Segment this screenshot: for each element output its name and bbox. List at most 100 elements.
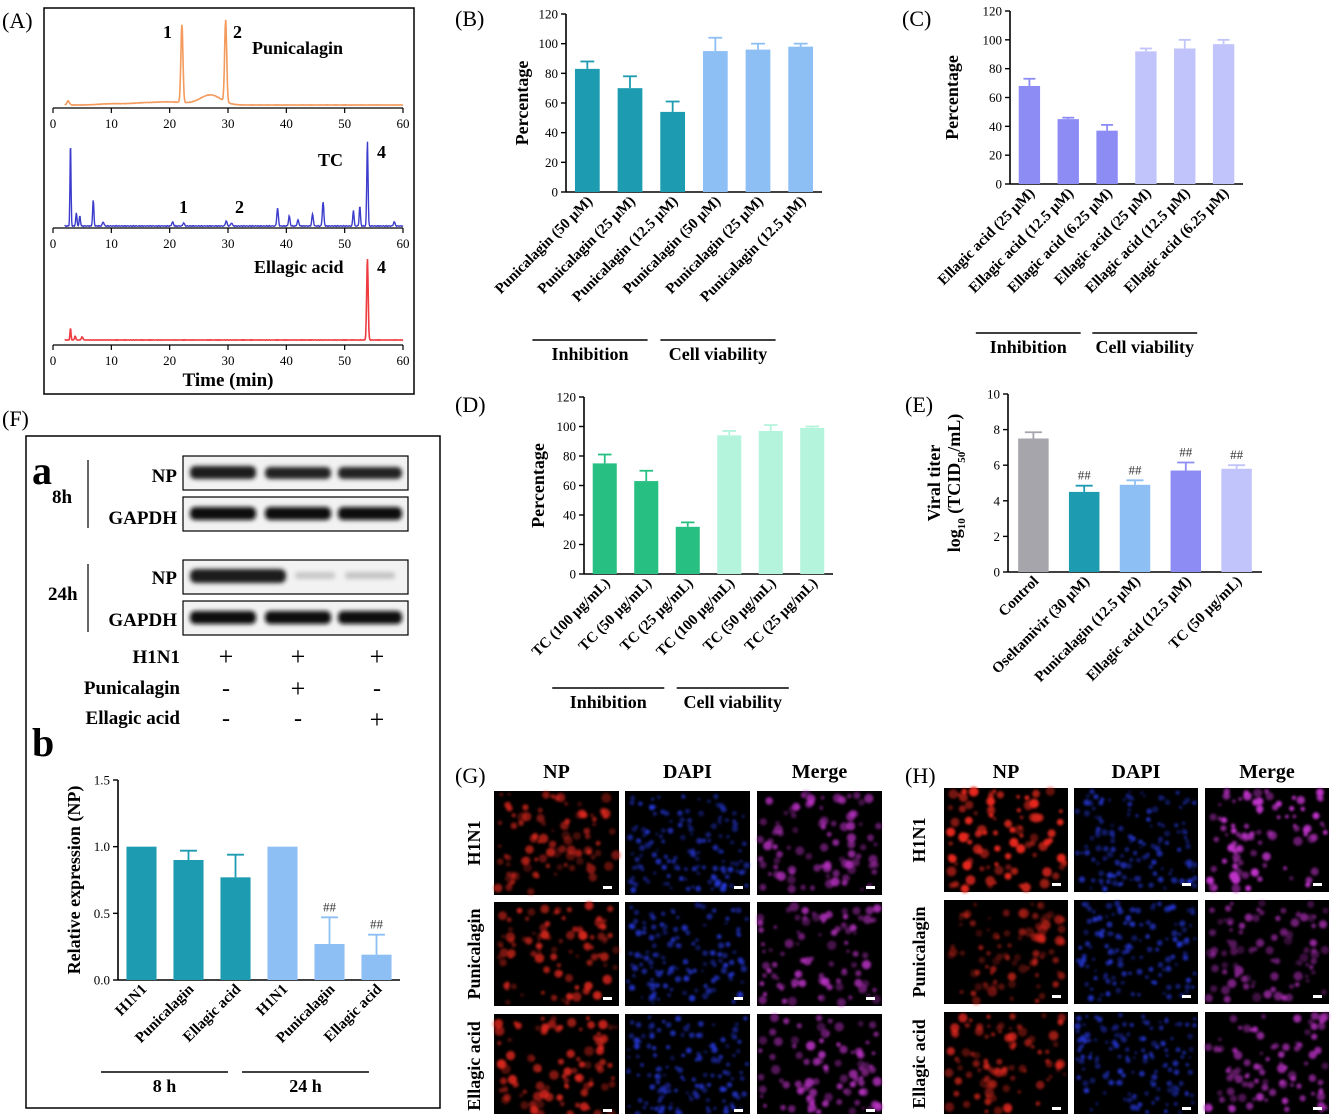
panel-h-letter: (H) xyxy=(905,763,936,788)
bar xyxy=(675,526,700,574)
scale-bar xyxy=(1313,883,1322,886)
a-tick-label: 50 xyxy=(338,353,351,368)
band-gapdh-24h-3 xyxy=(338,611,402,624)
a-tick-label: 20 xyxy=(163,353,176,368)
cells xyxy=(626,1015,749,1117)
cells xyxy=(626,902,749,1005)
a-tick-label: 60 xyxy=(397,353,410,368)
western-blot xyxy=(182,455,409,636)
np-label-24h: NP xyxy=(152,568,178,589)
bar xyxy=(617,88,643,192)
cells xyxy=(493,791,621,896)
band-np-8h-1 xyxy=(190,466,256,479)
scale-bar xyxy=(734,1109,743,1112)
bar xyxy=(634,481,659,574)
y-tick-label: 0 xyxy=(552,185,559,200)
group-label: 8 h xyxy=(153,1076,177,1096)
y-tick-label: 80 xyxy=(545,66,558,81)
chromatogram-punicalagin: 0 10 20 30 40 50 60 1 2 Punicalagin xyxy=(50,19,410,131)
a-tick-label: 10 xyxy=(105,353,118,368)
bar xyxy=(788,46,814,193)
bar xyxy=(314,944,345,980)
y-tick-label: 20 xyxy=(989,148,1002,163)
treatment-ellagic-acid-label: Ellagic acid xyxy=(86,708,181,729)
tc-peak-1-label: 1 xyxy=(179,197,188,217)
y-axis-label: Percentage xyxy=(528,443,548,528)
scale-bar xyxy=(1052,1107,1061,1110)
subpanel-a-letter: a xyxy=(32,448,52,493)
cells xyxy=(1074,789,1198,892)
significance-label: ## xyxy=(1078,468,1092,483)
sign-ea-1: - xyxy=(222,706,230,732)
a-tick-label: 50 xyxy=(338,236,351,251)
a-tick-label: 0 xyxy=(50,353,57,368)
cells xyxy=(756,789,882,894)
a-tick-label: 20 xyxy=(163,116,176,131)
category-label: Control xyxy=(996,574,1042,620)
band-gapdh-8h-2 xyxy=(265,507,331,520)
row-8h-label: 8h xyxy=(52,487,73,508)
y-axis-label: Percentage xyxy=(512,61,532,146)
panel-a-letter: (A) xyxy=(2,8,33,33)
panel-b-letter: (B) xyxy=(455,6,484,31)
cells xyxy=(1206,788,1328,894)
bar xyxy=(574,68,600,192)
micrograph-row-label: H1N1 xyxy=(464,821,484,866)
np-label-8h: NP xyxy=(152,466,178,487)
chromatogram-tc: 0 10 20 30 40 50 60 1 2 4 TC xyxy=(50,141,410,251)
y-tick-label: 20 xyxy=(545,155,558,170)
panel-d-letter: (D) xyxy=(455,392,486,417)
scale-bar xyxy=(603,997,612,1000)
cells xyxy=(627,794,750,893)
y-axis-label: Percentage xyxy=(942,55,962,140)
significance-label: ## xyxy=(1230,447,1244,462)
panel-f-frame xyxy=(25,435,441,1109)
band-np-8h-3 xyxy=(338,467,402,479)
bar xyxy=(1174,48,1196,184)
y-tick-label: 0.5 xyxy=(94,906,110,921)
a-tick-label: 40 xyxy=(280,236,293,251)
a-tick-label: 30 xyxy=(222,353,235,368)
group-label: Inhibition xyxy=(570,692,647,712)
y-tick-label: 8 xyxy=(994,422,1001,437)
gapdh-label-24h: GAPDH xyxy=(108,610,177,631)
y-tick-label: 2 xyxy=(994,529,1001,544)
band-np-8h-2 xyxy=(265,467,331,479)
band-gapdh-24h-2 xyxy=(265,611,331,624)
scale-bar xyxy=(1182,883,1191,886)
bar xyxy=(1221,468,1252,572)
bar xyxy=(717,435,742,574)
scale-bar xyxy=(1052,995,1061,998)
cells xyxy=(946,786,1068,893)
cells xyxy=(496,901,620,1005)
micrograph-column-label: Merge xyxy=(792,761,848,783)
scale-bar xyxy=(866,997,875,1000)
y-tick-label: 1.0 xyxy=(94,839,110,854)
micrograph-merge xyxy=(757,791,882,895)
micrograph-dapi xyxy=(625,902,750,1006)
a-tick-label: 10 xyxy=(105,116,118,131)
bar xyxy=(1170,470,1202,572)
panel-h-micrographs: NP DAPI Merge H1N1 Punicalagin Ellagic acid xyxy=(909,761,1330,1116)
y-tick-label: 100 xyxy=(983,32,1003,47)
scale-bar xyxy=(1052,883,1061,886)
category-label: Oseltamivir (30 μM) xyxy=(989,574,1093,678)
scale-bar xyxy=(603,1109,612,1112)
a-tick-label: 0 xyxy=(50,236,57,251)
micrograph-row-label: Ellagic acid xyxy=(909,1019,929,1109)
y-tick-label: 100 xyxy=(539,36,559,51)
y-axis-label: Viral titer xyxy=(924,445,944,522)
a-tick-label: 40 xyxy=(280,353,293,368)
row-24h-label: 24h xyxy=(48,584,78,605)
bar xyxy=(267,846,298,980)
sign-h1n1-1: + xyxy=(219,642,234,671)
bar xyxy=(126,846,157,980)
bar xyxy=(592,463,617,574)
panel-g-letter: (G) xyxy=(455,763,486,788)
significance-label: ## xyxy=(323,899,337,914)
bar xyxy=(745,49,771,192)
gapdh-label-8h: GAPDH xyxy=(108,508,177,529)
y-axis-label-units: log10 (TCID50/mL) xyxy=(944,414,968,553)
